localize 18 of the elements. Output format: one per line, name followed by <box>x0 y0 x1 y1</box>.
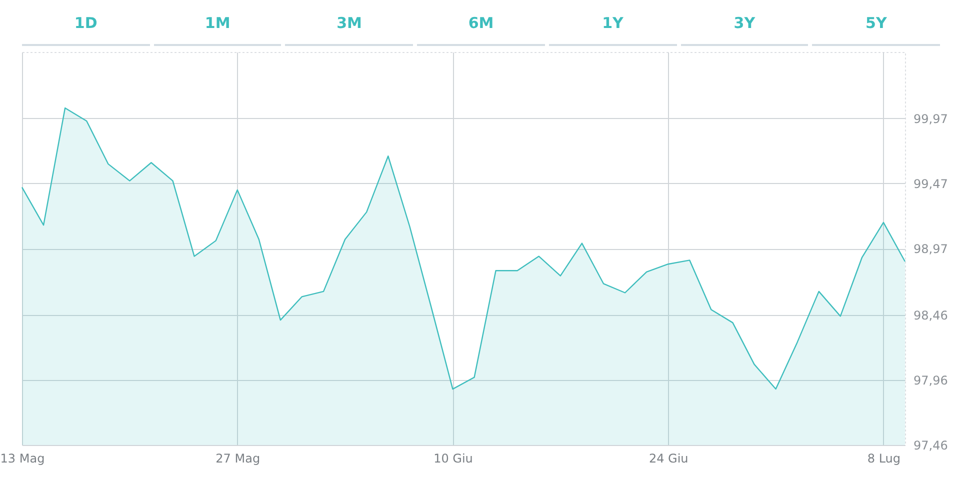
y-tick-label: 97,46 <box>914 438 948 452</box>
y-tick-label: 99,47 <box>914 176 948 191</box>
text: 5Y <box>812 0 940 46</box>
text: 6M <box>417 0 545 46</box>
text: 3Y <box>680 0 808 46</box>
text: 1D <box>22 0 150 46</box>
text: 1M <box>154 0 282 46</box>
y-tick-label: 98,97 <box>914 242 948 256</box>
text: 1Y <box>548 0 677 46</box>
text: 3M <box>285 0 414 46</box>
x-tick-label: 24 Giu <box>648 452 688 466</box>
y-tick-label: 97,96 <box>914 373 948 388</box>
x-tick-label: 13 Mag <box>0 452 45 466</box>
x-tick-label: 10 Giu <box>434 452 473 466</box>
x-tick-label: 27 Mag <box>216 452 260 466</box>
y-tick-label: 99,97 <box>914 112 948 126</box>
y-tick-label: 98,46 <box>914 308 948 322</box>
x-tick-label: 8 Lug <box>867 452 901 466</box>
